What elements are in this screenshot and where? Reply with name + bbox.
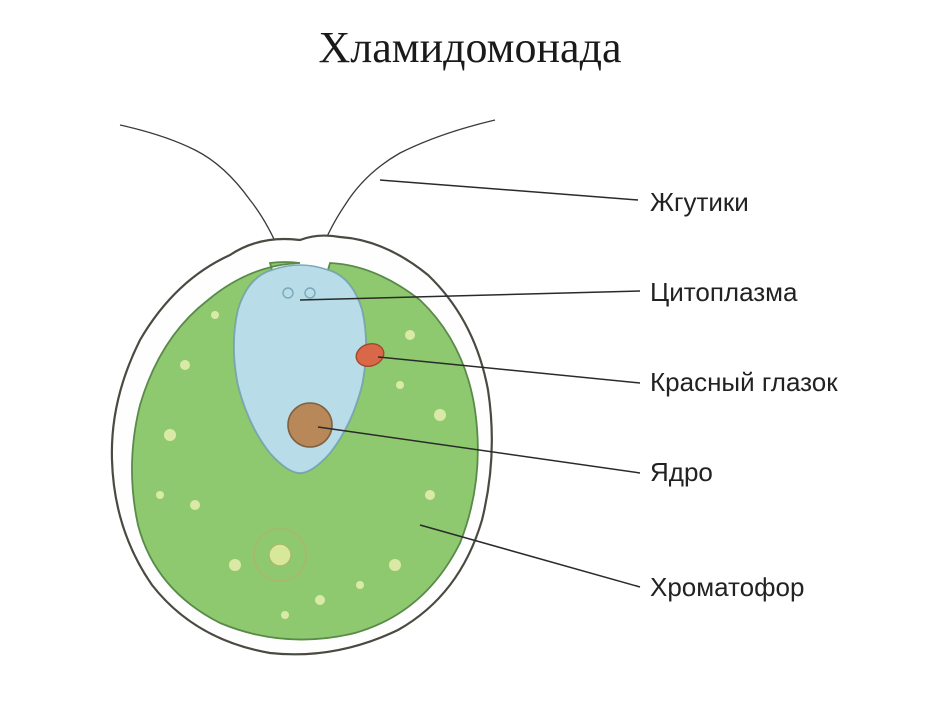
label-nucleus: Ядро [650, 457, 713, 488]
page-title: Хламидомонада [0, 22, 940, 73]
nucleus [288, 403, 332, 447]
label-flagella: Жгутики [650, 187, 749, 218]
label-chromatophore: Хроматофор [650, 572, 804, 603]
label-cytoplasm: Цитоплазма [650, 277, 798, 308]
cell-diagram [0, 105, 940, 705]
label-eyespot: Красный глазок [650, 367, 838, 398]
diagram-area: Жгутики Цитоплазма Красный глазок Ядро Х… [0, 105, 940, 705]
